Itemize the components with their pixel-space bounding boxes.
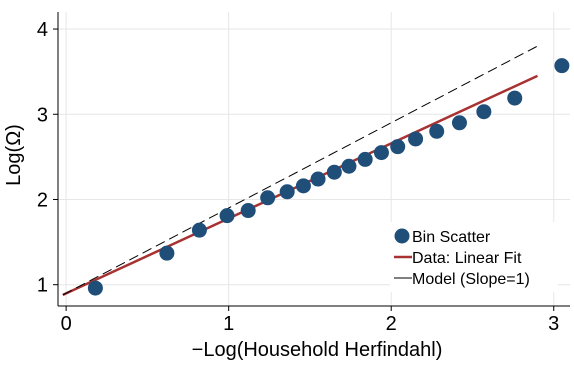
scatter-point <box>373 145 389 161</box>
scatter-point <box>341 158 357 174</box>
legend: Bin Scatter Data: Linear Fit Model (Slope=… <box>390 222 558 292</box>
scatter-point <box>476 104 492 120</box>
scatter-point <box>326 164 342 180</box>
x-tick-label: 2 <box>386 313 397 335</box>
y-tick-label: 1 <box>37 275 48 297</box>
x-tick-label: 1 <box>223 313 234 335</box>
scatter-point <box>159 245 175 261</box>
scatter-point <box>357 151 373 167</box>
y-tick-label: 3 <box>37 104 48 126</box>
scatter-point <box>429 123 445 139</box>
scatter-point <box>390 139 406 155</box>
legend-background <box>390 222 558 292</box>
grid <box>58 12 570 306</box>
scatter-point <box>260 190 276 206</box>
scatter-point <box>295 178 311 194</box>
y-axis-title: Log(Ω) <box>3 124 25 186</box>
series-points <box>87 58 570 296</box>
legend-label: Data: Linear Fit <box>412 250 522 267</box>
scatter-point <box>310 171 326 187</box>
y-tick-label: 4 <box>37 19 48 41</box>
scatter-point <box>408 131 424 147</box>
scatter-point <box>219 208 235 224</box>
scatter-point <box>507 90 523 106</box>
scatter-point <box>240 203 256 219</box>
scatter-point <box>451 115 467 131</box>
y-tick-label: 2 <box>37 189 48 211</box>
scatter-point <box>554 58 570 74</box>
x-tick-label: 3 <box>548 313 559 335</box>
legend-label: Model (Slope=1) <box>412 271 530 288</box>
x-tick-label: 0 <box>61 313 72 335</box>
legend-label: Bin Scatter <box>412 229 491 246</box>
axes <box>53 12 570 311</box>
scatter-point <box>279 184 295 200</box>
legend-marker-scatter <box>394 228 410 244</box>
scatter-point <box>191 222 207 238</box>
scatter-point <box>87 280 103 296</box>
x-axis-title: −Log(Household Herfindahl) <box>192 339 443 361</box>
